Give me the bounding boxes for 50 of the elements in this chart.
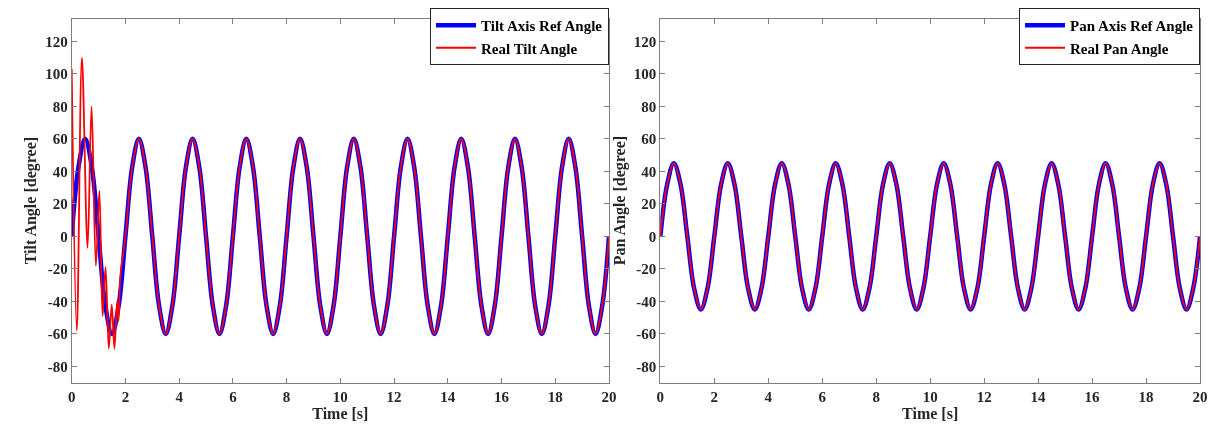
y-tick-label: 20 bbox=[52, 196, 68, 213]
x-tick-label: 12 bbox=[976, 388, 992, 405]
x-tick-label: 18 bbox=[547, 388, 563, 405]
y-tick-label: -80 bbox=[636, 358, 657, 375]
y-axis-title: Pan Angle [degree] bbox=[610, 135, 629, 266]
y-tick-label: 40 bbox=[52, 163, 68, 180]
x-tick-label: 2 bbox=[121, 388, 130, 405]
y-tick-label: -60 bbox=[636, 326, 657, 343]
legend-label: Real Tilt Angle bbox=[481, 40, 578, 57]
y-tick-label: -80 bbox=[47, 358, 68, 375]
y-tick-label: 40 bbox=[641, 163, 657, 180]
y-tick-label: -40 bbox=[47, 293, 68, 310]
y-tick-label: 60 bbox=[52, 131, 68, 148]
x-tick-label: 6 bbox=[229, 388, 238, 405]
y-tick-label: -60 bbox=[47, 326, 68, 343]
legend-label: Tilt Axis Ref Angle bbox=[481, 18, 603, 35]
y-tick-label: -20 bbox=[636, 261, 657, 278]
x-tick-label: 10 bbox=[922, 388, 938, 405]
x-axis-title: Time [s] bbox=[902, 404, 959, 422]
y-tick-label: -20 bbox=[47, 261, 68, 278]
x-tick-label: 8 bbox=[872, 388, 880, 405]
y-tick-label: 100 bbox=[45, 66, 68, 83]
x-tick-label: 14 bbox=[1030, 388, 1047, 405]
x-tick-label: 20 bbox=[1192, 388, 1208, 405]
x-tick-label: 4 bbox=[175, 388, 184, 405]
x-axis-title: Time [s] bbox=[312, 404, 369, 422]
y-tick-label: 120 bbox=[45, 33, 68, 50]
x-tick-label: 10 bbox=[332, 388, 348, 405]
y-tick-label: -40 bbox=[636, 293, 657, 310]
y-axis-title: Tilt Angle [degree] bbox=[22, 136, 41, 265]
y-tick-label: 60 bbox=[641, 131, 657, 148]
y-tick-label: 80 bbox=[52, 98, 68, 115]
y-tick-label: 0 bbox=[60, 228, 68, 245]
legend-label: Real Pan Angle bbox=[1070, 40, 1169, 57]
x-tick-label: 16 bbox=[494, 388, 510, 405]
x-tick-label: 2 bbox=[710, 388, 719, 405]
x-tick-label: 20 bbox=[601, 388, 617, 405]
x-tick-label: 4 bbox=[764, 388, 773, 405]
y-tick-label: 80 bbox=[641, 98, 657, 115]
x-tick-label: 8 bbox=[282, 388, 291, 405]
y-tick-label: 100 bbox=[633, 66, 657, 83]
x-tick-label: 12 bbox=[386, 388, 402, 405]
y-tick-label: 120 bbox=[633, 33, 657, 50]
x-tick-label: 14 bbox=[440, 388, 456, 405]
x-tick-label: 18 bbox=[1138, 388, 1154, 405]
y-tick-label: 20 bbox=[641, 196, 657, 213]
legend-label: Pan Axis Ref Angle bbox=[1070, 18, 1194, 35]
x-tick-label: 6 bbox=[818, 388, 827, 405]
y-tick-label: 0 bbox=[648, 228, 657, 245]
x-tick-label: 16 bbox=[1084, 388, 1101, 405]
